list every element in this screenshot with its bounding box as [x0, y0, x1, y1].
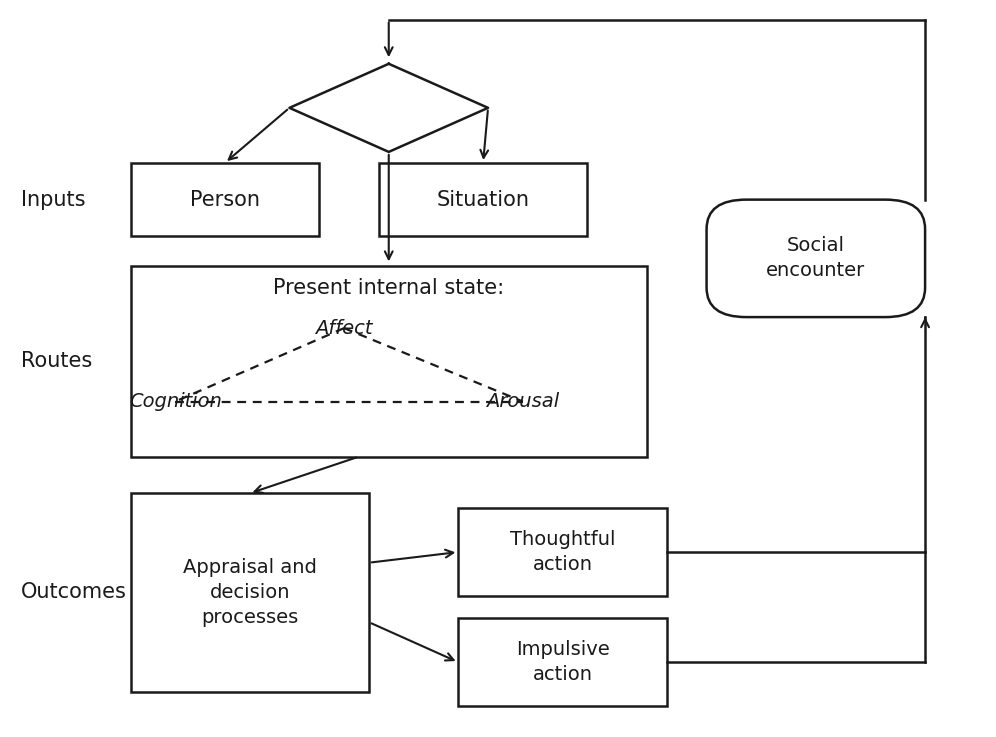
Text: Outcomes: Outcomes	[21, 582, 127, 602]
Bar	[378, 163, 588, 237]
Bar	[130, 493, 369, 691]
Text: Appraisal and
decision
processes: Appraisal and decision processes	[182, 558, 317, 627]
Bar	[130, 163, 320, 237]
Text: Affect: Affect	[316, 318, 373, 338]
Bar	[130, 266, 647, 457]
Bar	[458, 508, 667, 596]
Text: Present internal state:: Present internal state:	[273, 278, 504, 298]
Text: Impulsive
action: Impulsive action	[516, 640, 610, 684]
Text: Arousal: Arousal	[486, 392, 560, 411]
Text: Person: Person	[190, 189, 260, 209]
Text: Situation: Situation	[436, 189, 530, 209]
Text: Cognition: Cognition	[128, 392, 222, 411]
Bar	[458, 618, 667, 706]
Text: Inputs: Inputs	[21, 189, 86, 209]
Text: Social
encounter: Social encounter	[766, 237, 866, 280]
Text: Routes: Routes	[21, 351, 93, 371]
Text: Thoughtful
action: Thoughtful action	[510, 530, 616, 574]
FancyBboxPatch shape	[706, 200, 925, 317]
